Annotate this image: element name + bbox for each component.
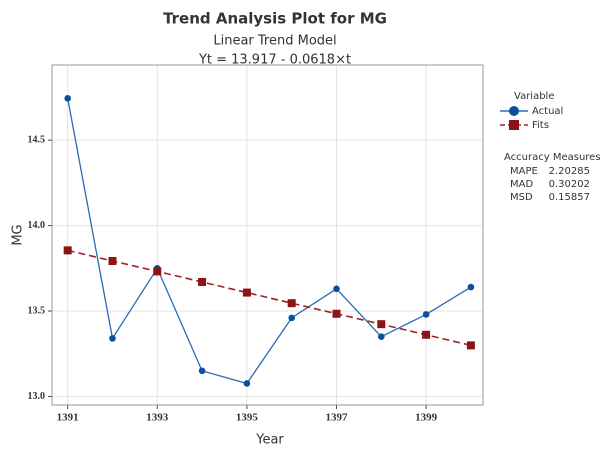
accuracy-name: MAPE <box>510 166 538 177</box>
marker <box>422 311 430 318</box>
marker <box>243 380 251 387</box>
plot-area <box>52 65 483 405</box>
legend-marker <box>509 120 519 130</box>
marker <box>333 285 340 293</box>
legend-label: Fits <box>532 120 549 131</box>
chart-title: Trend Analysis Plot for MG <box>163 10 387 28</box>
legend-title: Variable <box>514 91 555 102</box>
marker <box>377 320 386 329</box>
marker <box>422 330 431 339</box>
marker <box>466 341 475 350</box>
marker <box>153 267 162 276</box>
marker <box>64 95 71 102</box>
equation: Yt = 13.917 - 0.0618×t <box>198 53 351 68</box>
marker <box>287 299 296 308</box>
y-tick-label: 14.0 <box>28 220 46 231</box>
y-axis-label: MG <box>11 224 26 245</box>
plot-frame <box>51 64 484 406</box>
x-tick-label: 1391 <box>57 412 79 424</box>
chart-subtitle: Linear Trend Model <box>213 34 336 49</box>
marker <box>242 288 251 297</box>
marker <box>198 367 206 375</box>
accuracy-value: 0.30202 <box>549 179 590 190</box>
marker <box>198 277 207 286</box>
marker <box>109 335 116 342</box>
series-line <box>67 98 472 385</box>
accuracy-value: 0.15857 <box>549 192 590 203</box>
x-tick-label: 1399 <box>415 412 438 424</box>
x-tick-label: 1393 <box>146 412 169 424</box>
x-axis-label: Year <box>255 433 284 448</box>
accuracy-title: Accuracy Measures <box>504 152 601 163</box>
marker <box>377 333 385 340</box>
accuracy-name: MSD <box>510 192 533 203</box>
y-tick-label: 13.5 <box>28 305 46 316</box>
y-tick-label: 14.5 <box>28 134 46 145</box>
x-tick-label: 1397 <box>325 412 348 424</box>
marker <box>332 309 341 318</box>
x-tick-label: 1395 <box>236 412 259 424</box>
marker <box>63 246 72 255</box>
accuracy-value: 2.20285 <box>549 166 590 177</box>
y-tick-label: 13.0 <box>28 391 46 402</box>
marker <box>467 283 475 291</box>
series-line <box>67 249 472 347</box>
marker <box>108 256 117 265</box>
accuracy-name: MAD <box>510 179 533 190</box>
legend-label: Actual <box>532 106 563 117</box>
legend-marker <box>509 106 519 116</box>
marker <box>288 314 295 322</box>
